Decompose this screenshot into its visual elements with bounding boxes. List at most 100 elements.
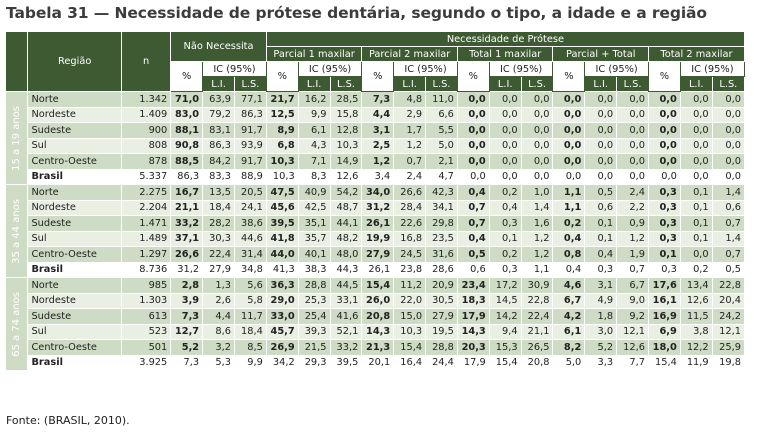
value-cell: 26,0 (361, 293, 395, 309)
value-cell: 1,7 (393, 122, 427, 139)
value-cell: 0,0 (680, 122, 713, 139)
value-cell: 0,3 (648, 262, 681, 278)
value-cell: 31,2 (170, 262, 204, 278)
header-ic: IC (95%) (393, 61, 458, 77)
value-cell: 33,2 (330, 339, 363, 356)
table-row: Brasil 3.925 7,3 5,3 9,9 34,2 29,3 39,5 20,1 16,4… (6, 355, 746, 371)
value-cell: 0,0 (680, 169, 713, 185)
header-ls: L.S. (712, 76, 746, 92)
header-ic: IC (95%) (584, 61, 649, 77)
value-cell: 27,9 (361, 246, 395, 263)
value-cell: 0,0 (648, 107, 681, 123)
value-cell: 0,4 (489, 200, 522, 216)
value-cell: 4,6 (552, 277, 586, 294)
value-cell: 33,2 (170, 215, 204, 232)
value-cell: 0,7 (712, 246, 746, 263)
value-cell: 14,3 (361, 324, 395, 340)
value-cell: 0,4 (552, 231, 586, 247)
value-cell: 10,3 (330, 138, 363, 154)
value-cell: 7,3 (361, 91, 395, 108)
value-cell: 12,6 (680, 293, 713, 309)
table-row: Centro-Oeste 1.297 26,6 22,4 31,4 44,0 40,1 48,… (6, 246, 746, 263)
value-cell: 10,3 (393, 324, 427, 340)
header-li: L.I. (298, 76, 331, 92)
value-cell: 0,0 (712, 107, 746, 123)
value-cell: 34,0 (361, 184, 395, 201)
value-cell: 34,2 (266, 355, 299, 371)
value-cell: 0,0 (616, 91, 649, 108)
value-cell: 16,9 (648, 308, 681, 325)
header-ls: L.S. (234, 76, 267, 92)
value-cell: 0,2 (680, 262, 713, 278)
value-cell: 19,8 (712, 355, 746, 371)
value-cell: 0,0 (616, 107, 649, 123)
value-cell: 63,9 (202, 91, 235, 108)
region-cell: Nordeste (27, 200, 122, 216)
value-cell: 5,6 (234, 277, 267, 294)
value-cell: 0,4 (552, 262, 586, 278)
header-pct: % (170, 61, 204, 92)
value-cell: 0,1 (489, 231, 522, 247)
value-cell: 0,3 (648, 231, 681, 247)
value-cell: 18,4 (234, 324, 267, 340)
n-cell: 1.303 (121, 293, 172, 309)
table-row: Brasil 8.736 31,2 27,9 34,8 41,3 38,3 44,3 26,1 2… (6, 262, 746, 278)
n-cell: 3.925 (121, 355, 172, 371)
value-cell: 0,0 (584, 122, 618, 139)
value-cell: 35,1 (298, 215, 331, 232)
value-cell: 12,6 (330, 169, 363, 185)
value-cell: 5,5 (425, 122, 458, 139)
header-ls: L.S. (330, 76, 363, 92)
n-cell: 501 (121, 339, 172, 356)
value-cell: 1,4 (712, 184, 746, 201)
region-cell: Sul (27, 138, 122, 154)
value-cell: 0,9 (616, 215, 649, 232)
value-cell: 0,1 (584, 231, 618, 247)
value-cell: 42,3 (425, 184, 458, 201)
value-cell: 29,8 (425, 215, 458, 232)
header-nao-necessita: Não Necessita (170, 32, 267, 62)
value-cell: 2,4 (616, 184, 649, 201)
value-cell: 0,3 (584, 262, 618, 278)
region-cell: Brasil (27, 355, 122, 371)
value-cell: 21,3 (361, 339, 395, 356)
value-cell: 7,7 (616, 355, 649, 371)
value-cell: 1,2 (393, 138, 427, 154)
value-cell: 14,5 (489, 293, 522, 309)
value-cell: 48,0 (330, 246, 363, 263)
value-cell: 0,0 (521, 91, 554, 108)
value-cell: 40,1 (298, 246, 331, 263)
value-cell: 15,0 (393, 308, 427, 325)
value-cell: 44,0 (266, 246, 299, 263)
value-cell: 36,3 (266, 277, 299, 294)
value-cell: 1,0 (521, 184, 554, 201)
value-cell: 20,3 (457, 339, 490, 356)
value-cell: 28,5 (330, 91, 363, 108)
table-row: 15 a 19 anos Norte 1.342 71,0 63,9 77,1 21,7 16… (6, 91, 746, 185)
value-cell: 20,8 (361, 308, 395, 325)
value-cell: 0,0 (712, 122, 746, 139)
region-cell: Brasil (27, 262, 122, 278)
table-row: Nordeste 2.204 21,1 18,4 24,1 45,6 42,5 48,7 31,… (6, 200, 746, 216)
value-cell: 6,1 (552, 324, 586, 340)
n-cell: 8.736 (121, 262, 172, 278)
value-cell: 15,4 (648, 355, 681, 371)
value-cell: 0,2 (489, 246, 522, 263)
value-cell: 21,1 (521, 324, 554, 340)
value-cell: 79,2 (202, 107, 235, 123)
value-cell: 86,3 (234, 107, 267, 123)
header-ic: IC (95%) (488, 61, 554, 77)
value-cell: 3,8 (680, 324, 713, 340)
value-cell: 0,0 (584, 153, 618, 170)
value-cell: 91,7 (234, 122, 267, 139)
value-cell: 3,2 (202, 339, 235, 356)
value-cell: 17,9 (457, 308, 490, 325)
n-cell: 985 (121, 277, 172, 294)
table-body: 15 a 19 anos Norte 1.342 71,0 63,9 77,1 21,7 16… (6, 91, 746, 371)
value-cell: 88,9 (234, 169, 267, 185)
value-cell: 0,0 (552, 107, 586, 123)
age-group-text: 35 a 44 anos (11, 198, 23, 264)
value-cell: 38,3 (298, 262, 331, 278)
value-cell: 14,3 (457, 324, 490, 340)
value-cell: 20,9 (425, 277, 458, 294)
